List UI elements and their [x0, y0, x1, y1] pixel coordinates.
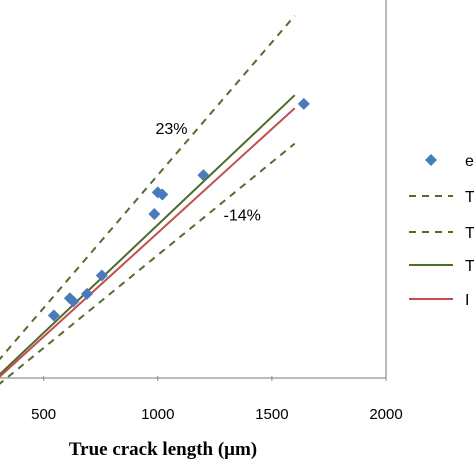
legend-label-4: I	[465, 292, 469, 309]
series-line-1	[0, 15, 296, 361]
data-point	[47, 309, 60, 322]
data-point	[95, 269, 108, 282]
series-line-2	[0, 142, 296, 385]
annotations: 23% -14%	[155, 121, 260, 224]
data-point	[156, 188, 169, 201]
x-axis-ticks: 500 1000 1500 2000	[31, 376, 403, 423]
legend-label-1: T	[465, 189, 474, 206]
x-tick-label: 2000	[369, 406, 402, 423]
marker-layer	[47, 97, 310, 322]
series-line-4	[0, 107, 296, 378]
legend-label-0: e	[465, 153, 474, 170]
x-tick-label: 1000	[141, 406, 174, 423]
plot-area-border	[0, 0, 387, 379]
annotation-1: -14%	[224, 207, 261, 224]
data-point	[297, 97, 310, 110]
x-axis-title: True crack length (μm)	[69, 439, 257, 460]
legend-label-2: T	[465, 225, 474, 242]
data-point	[197, 169, 210, 182]
annotation-0: 23%	[155, 121, 187, 138]
x-tick-label: 1500	[255, 406, 288, 423]
data-point	[67, 295, 80, 308]
legend-label-3: T	[465, 258, 474, 275]
data-point	[148, 208, 161, 220]
data-point	[81, 287, 94, 300]
x-tick-label: 500	[31, 406, 56, 423]
legend-symbol-0	[425, 154, 437, 166]
series-layer	[0, 15, 296, 385]
series-line-3	[0, 94, 296, 376]
